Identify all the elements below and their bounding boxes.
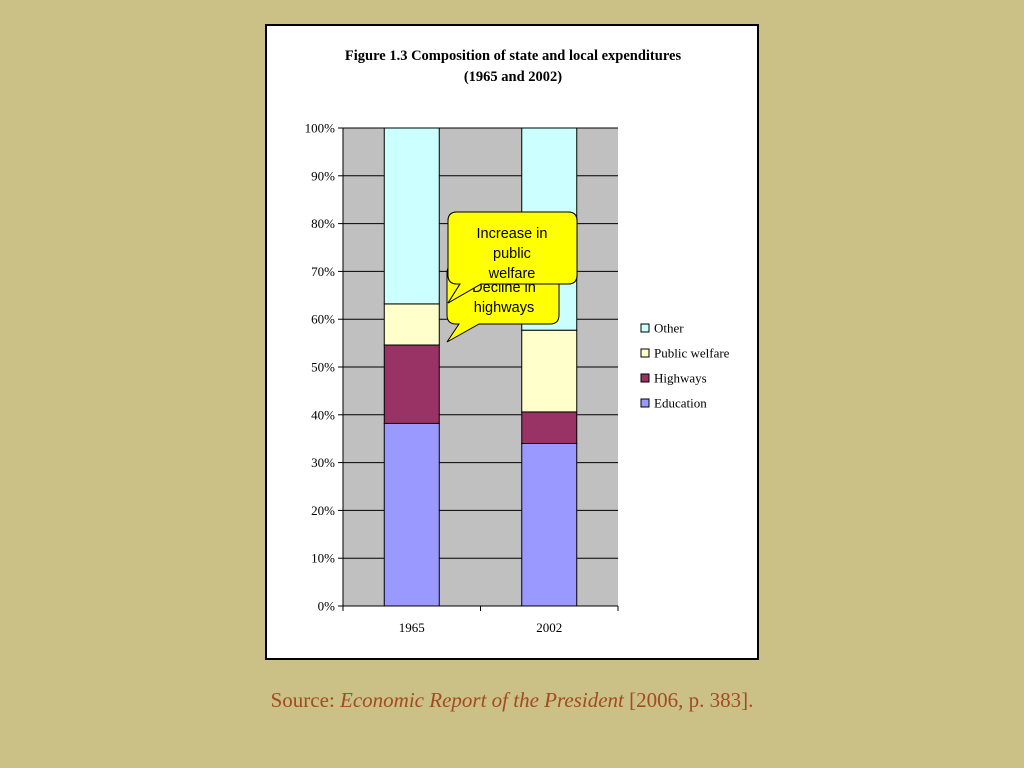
bar-segment-education-1965: [383, 422, 440, 607]
bar-segment-other-1965: [383, 127, 440, 305]
legend: Other Public welfare Highways Education: [640, 321, 730, 411]
chart-title: Figure 1.3 Composition of state and loca…: [345, 48, 682, 64]
legend-swatch-other: [640, 323, 650, 333]
callout-increase-line: welfare: [488, 266, 536, 282]
y-tick-label: 80%: [311, 216, 335, 231]
bar-segment-highways-1965: [383, 344, 440, 424]
legend-swatch-highways: [640, 373, 650, 383]
y-tick-label: 100%: [305, 121, 336, 136]
source-suffix: [2006, p. 383].: [623, 688, 754, 712]
x-tick-label: 2002: [536, 620, 562, 635]
callout-increase-welfare-overlay: [447, 211, 578, 304]
y-tick-label: 50%: [311, 360, 335, 375]
bar-segment-education-2002: [521, 442, 578, 607]
legend-swatch-education: [640, 398, 650, 408]
y-tick-label: 60%: [311, 312, 335, 327]
y-tick-label: 30%: [311, 455, 335, 470]
callout-increase-line: public: [493, 246, 531, 262]
y-tick-label: 40%: [311, 407, 335, 422]
axes: 0% 10% 20% 30% 40% 50% 60% 70% 80% 90% 100% 1965 200…: [305, 121, 619, 635]
bar-segment-public-welfare-2002: [521, 329, 578, 413]
source-prefix: Source:: [270, 688, 341, 712]
bar-segment-highways-2002: [521, 411, 578, 444]
legend-label-highways: Highways: [654, 371, 707, 386]
y-tick-label: 0%: [318, 599, 336, 614]
x-tick-label: 1965: [399, 620, 425, 635]
legend-label-other: Other: [654, 321, 684, 336]
bar-segment-public-welfare-1965: [383, 303, 440, 346]
chart-svg: Figure 1.3 Composition of state and loca…: [305, 48, 730, 635]
callout-decline-line: highways: [474, 300, 534, 316]
y-tick-label: 20%: [311, 503, 335, 518]
y-tick-label: 90%: [311, 168, 335, 183]
legend-swatch-public-welfare: [640, 348, 650, 358]
legend-label-public-welfare: Public welfare: [654, 346, 730, 361]
chart-frame: Figure 1.3 Composition of state and loca…: [265, 24, 759, 660]
y-tick-label: 10%: [311, 551, 335, 566]
legend-label-education: Education: [654, 396, 707, 411]
source-title: Economic Report of the President: [340, 688, 624, 712]
y-tick-label: 70%: [311, 264, 335, 279]
source-citation: Source: Economic Report of the President…: [0, 688, 1024, 713]
callout-increase-line: Increase in: [477, 226, 548, 242]
chart-subtitle: (1965 and 2002): [464, 69, 562, 85]
